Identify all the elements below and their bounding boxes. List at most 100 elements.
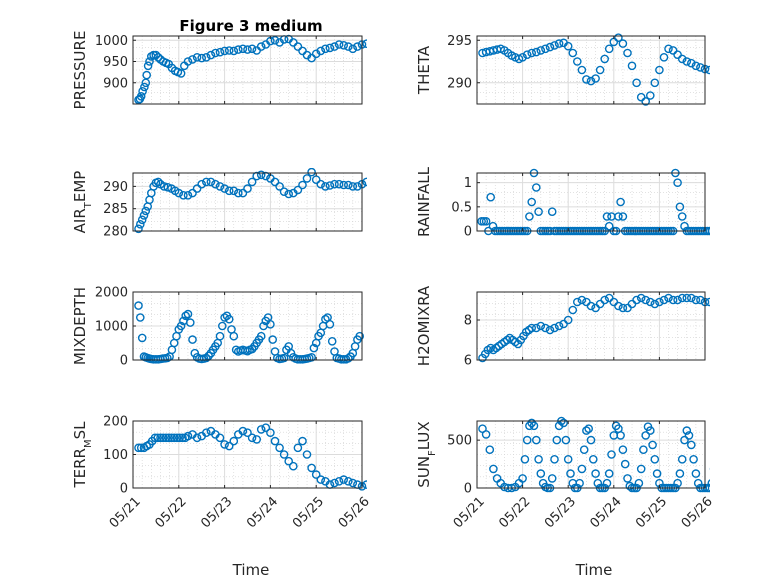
data-point [201,177,211,187]
data-point [525,212,534,221]
data-point [541,44,550,54]
data-point [224,186,234,196]
data-point [238,44,248,54]
data-point [655,65,664,75]
data-point [136,92,146,101]
data-point [348,44,358,54]
data-point [547,474,557,483]
data-point [183,309,193,319]
data-point [584,424,594,434]
data-point [334,40,344,49]
data-point [178,433,187,443]
data-point [153,53,163,62]
data-point [573,297,582,307]
data-point [529,421,539,431]
data-point [298,180,307,190]
data-point [181,311,190,321]
y-tick-label: 6 [464,354,472,369]
data-point [559,418,568,428]
data-point [339,180,349,190]
data-point [163,182,173,192]
data-point [325,181,335,190]
data-point [682,426,692,435]
data-point [215,433,225,443]
data-series [478,293,710,363]
data-point [527,197,537,207]
data-point [593,478,603,488]
data-point [309,343,319,353]
data-point [293,42,303,51]
data-point [563,41,573,51]
data-point [201,428,211,438]
data-series [134,168,367,234]
data-point [632,295,641,305]
data-point [355,331,365,341]
data-point [145,57,154,66]
data-point [229,436,239,446]
data-point [135,313,145,322]
data-point [298,436,307,446]
y-tick-label: 280 [103,225,128,240]
data-point [668,46,678,55]
axes-box [132,172,363,232]
data-point [614,212,623,221]
data-point [673,178,682,187]
data-point [211,179,220,189]
data-point [705,297,710,307]
data-point [188,335,197,344]
data-point [321,182,330,191]
data-point [534,207,543,216]
data-point [591,469,600,478]
data-point [293,443,303,453]
data-point [684,431,694,440]
data-point [229,46,239,56]
y-tick-label: 8 [464,314,472,329]
data-point [481,216,491,226]
data-point [279,353,289,363]
data-point [143,61,153,71]
data-point [247,177,257,187]
y-tick-label: 285 [103,202,128,217]
data-point [623,474,632,483]
data-point [206,50,216,60]
y-tick-label: 290 [103,180,128,195]
data-point [270,36,280,45]
data-point [275,182,284,191]
y-tick-label: 500 [447,434,472,449]
data-point [673,478,682,488]
data-point [682,293,692,303]
data-point [522,435,532,445]
data-point [188,55,197,64]
data-point [618,212,628,221]
data-point [677,54,687,64]
data-point [256,170,266,180]
figure-title: Figure 3 medium [179,17,322,35]
data-point [641,295,651,305]
data-point [256,331,266,341]
axes-box [476,420,706,489]
axes-box [476,35,706,105]
subplot-sun_flux: 05/21 05/22 05/23 05/24 05/25 05/260500SUNFLU… [415,416,716,531]
data-point [575,478,584,488]
data-point [582,426,591,435]
data-point [161,433,171,443]
y-tick-label: 0 [464,225,472,240]
data-point [286,348,296,358]
data-point [522,50,532,60]
y-tick-label: 1 [464,176,472,191]
data-point [158,433,168,443]
data-point [550,41,559,50]
data-point [179,190,188,200]
data-point [190,348,200,358]
y-axis-label: SUNFLUX [415,421,438,487]
data-point [175,433,184,443]
data-point [641,431,651,440]
data-point [602,478,612,488]
data-point [573,57,582,66]
data-point [137,215,147,225]
data-point [696,295,705,305]
data-point [545,42,555,52]
data-point [321,314,330,324]
subplot-rainfall: 0 0.5 1 RAINFALL [415,166,710,240]
